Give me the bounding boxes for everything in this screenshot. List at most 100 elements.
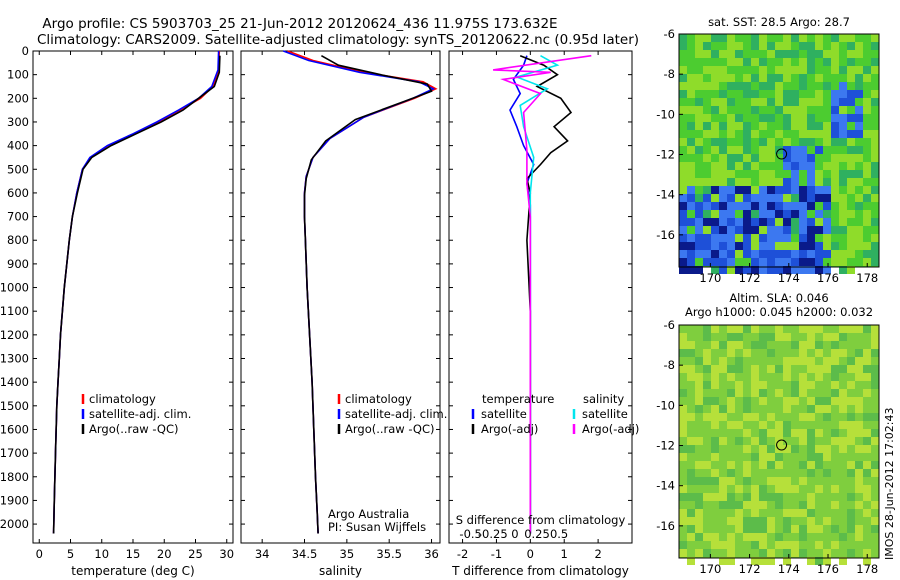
sst_map-field-cell [831, 226, 839, 234]
sst_map-field-cell [791, 218, 799, 226]
sla_map-field-cell [727, 405, 735, 413]
sla_map-ytick-label: -10 [656, 398, 675, 412]
sst_map-field-cell [783, 34, 791, 42]
sst_map-field-cell [719, 74, 727, 82]
sla_map-field-cell [791, 389, 799, 397]
sst_map-field-cell [783, 266, 791, 274]
temperature-ytick-label: 1000 [0, 281, 29, 295]
sst_map-field-cell [871, 98, 879, 106]
sst_map-field-cell [695, 226, 703, 234]
sst_map-field-cell [759, 58, 767, 66]
sst_map-field-cell [791, 34, 799, 42]
sla_map-field-cell [751, 453, 759, 461]
sst_map-field-cell [839, 90, 847, 98]
sla_map-field-cell [783, 397, 791, 405]
sla_map-field-cell [775, 333, 783, 341]
sst_map-field-cell [855, 242, 863, 250]
sla_map-field-cell [735, 437, 743, 445]
sst_map-field-cell [855, 146, 863, 154]
figure-title-line1: Argo profile: CS 5903703_25 21-Jun-2012 … [42, 16, 557, 32]
sla_map-field-cell [863, 461, 871, 469]
sst_map-xtick-label: 174 [778, 271, 800, 285]
sst_map-field-cell [807, 202, 815, 210]
sla_map-field-cell [775, 493, 783, 501]
sla_map-field-cell [759, 381, 767, 389]
difference-series-sal_argo [492, 54, 592, 534]
sla_map-field-cell [743, 533, 751, 541]
sst_map-field-cell [695, 114, 703, 122]
sst_map-field-cell [695, 82, 703, 90]
sst_map-field-cell [847, 50, 855, 58]
sla_map-field-cell [703, 549, 711, 557]
sst_map-field-cell [839, 218, 847, 226]
sla_map-field-cell [735, 485, 743, 493]
sst_map-field-cell [711, 138, 719, 146]
sst_map-field-cell [847, 154, 855, 162]
sst_map-field-cell [687, 178, 695, 186]
sla_map-field-cell [863, 413, 871, 421]
sst_map-field-cell [727, 114, 735, 122]
sla_map-field-cell [751, 413, 759, 421]
sla_map-field-cell [775, 429, 783, 437]
salinity-legend-label: climatology [345, 392, 412, 406]
sla_map-field-cell [727, 469, 735, 477]
sla_map-field-cell [807, 501, 815, 509]
sst_map-field-cell [719, 186, 727, 194]
sst_map-field-cell [863, 106, 871, 114]
sst_map-field-cell [759, 170, 767, 178]
sst_map-field-cell [711, 170, 719, 178]
sla_map-field-cell [751, 493, 759, 501]
salinity-annotation: Argo Australia [328, 507, 409, 521]
sst_map-field-cell [783, 234, 791, 242]
sst_map-field-cell [871, 146, 879, 154]
sla_map-field-cell [711, 405, 719, 413]
sla_map-field-cell [727, 333, 735, 341]
sla_map-field-cell [759, 517, 767, 525]
sst_map-field-cell [695, 210, 703, 218]
difference-legend-label: satellite [582, 407, 628, 421]
sst_map-field-cell [703, 114, 711, 122]
sla_map-ytick-label: -6 [664, 318, 675, 332]
sst_map-ytick-label: -12 [656, 148, 675, 162]
sla_map-field-cell [743, 469, 751, 477]
sla_map-field-cell [759, 557, 767, 565]
sst_map-field-cell [687, 138, 695, 146]
sst_map-field-cell [823, 138, 831, 146]
sla_map-field-cell [847, 469, 855, 477]
sla_map-field-cell [767, 453, 775, 461]
sst_map-field-cell [719, 146, 727, 154]
sst_map-field-cell [679, 74, 687, 82]
sla_map-field-cell [735, 341, 743, 349]
sla_map-field-cell [679, 517, 687, 525]
sla_map-field-cell [831, 437, 839, 445]
salinity-xtick-label: 34.5 [292, 547, 318, 561]
sst_map-field-cell [743, 74, 751, 82]
sst_map-field-cell [727, 266, 735, 274]
difference-axes-frame [448, 50, 633, 544]
sst_map-field-cell [863, 250, 871, 258]
sla_map-field-cell [727, 517, 735, 525]
sst_map-field-cell [799, 66, 807, 74]
sst_map-field-cell [839, 82, 847, 90]
sla_map-field-cell [687, 437, 695, 445]
difference-xtick-label: 0 [527, 547, 534, 561]
sst_map-field-cell [759, 42, 767, 50]
sst_map-field-cell [831, 258, 839, 266]
sla_map-field-cell [703, 349, 711, 357]
sst_map-field-cell [815, 194, 823, 202]
sst_map-field-cell [791, 178, 799, 186]
sst_map-field-cell [871, 258, 879, 266]
sla_map-field-cell [711, 373, 719, 381]
sla_map-field-cell [767, 349, 775, 357]
sst_map-field-cell [807, 138, 815, 146]
temperature-ytick-label: 500 [7, 162, 29, 176]
sst_map-field-cell [839, 258, 847, 266]
sla_map-field-cell [847, 325, 855, 333]
sst_map-field-cell [775, 266, 783, 274]
sst_map-field-cell [735, 194, 743, 202]
sst_map-field-cell [679, 162, 687, 170]
sst_map-field-cell [855, 106, 863, 114]
sst_map-field-cell [783, 74, 791, 82]
sla_map-field-cell [775, 325, 783, 333]
sst_map-field-cell [727, 162, 735, 170]
